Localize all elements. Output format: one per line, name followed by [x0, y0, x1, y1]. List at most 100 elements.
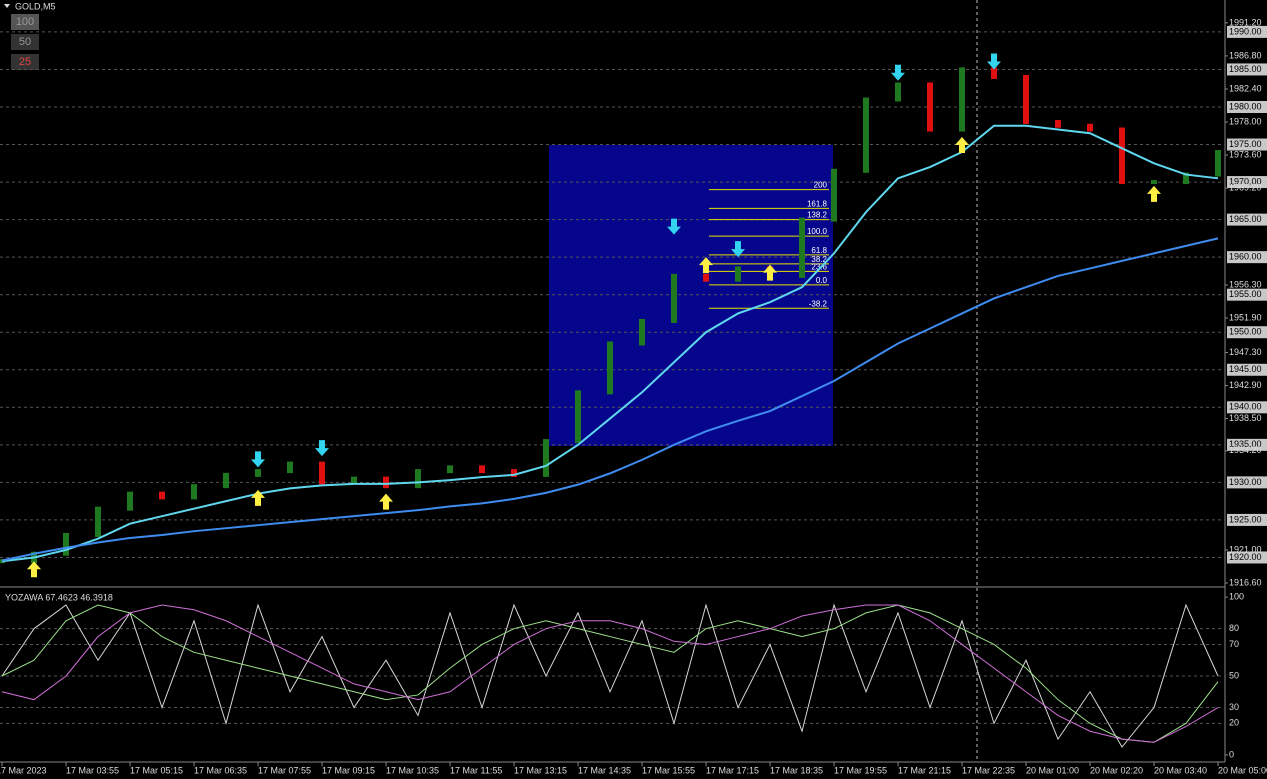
- price-bar: [607, 341, 613, 395]
- y-tick-label: 1956.30: [1229, 279, 1262, 289]
- price-label-box: [1227, 288, 1267, 301]
- zoom-button-label: 50: [19, 36, 31, 48]
- x-tick-label: 20 Mar 03:40: [1154, 765, 1207, 775]
- buy-arrow: [251, 489, 265, 506]
- price-bar: [415, 469, 421, 489]
- price-bar: [735, 266, 741, 282]
- menu-arrow[interactable]: [4, 4, 10, 8]
- price-bar: [63, 532, 69, 556]
- x-tick-label: 17 Mar 10:35: [386, 765, 439, 775]
- y-tick-label: 1935.00: [1229, 439, 1262, 449]
- x-tick-label: 17 Mar 2023: [0, 765, 47, 775]
- x-tick-label: 17 Mar 09:15: [322, 765, 375, 775]
- x-tick-label: 17 Mar 06:35: [194, 765, 247, 775]
- y-tick-label: 30: [1229, 702, 1239, 712]
- y-tick-label: 20: [1229, 718, 1239, 728]
- y-tick-label: 1973.60: [1229, 149, 1262, 159]
- fibo-label: 38.2: [811, 255, 827, 264]
- y-tick-label: 1982.40: [1229, 83, 1262, 93]
- price-bar: [447, 465, 453, 474]
- x-tick-label: 20 Mar 02:20: [1090, 765, 1143, 775]
- price-label-box: [1227, 551, 1267, 564]
- price-bar: [255, 469, 261, 477]
- price-label-box: [1227, 363, 1267, 376]
- price-bar: [223, 472, 229, 489]
- fibo-label: 161.8: [807, 199, 828, 208]
- price-bar: [1151, 180, 1157, 185]
- price-bar: [191, 484, 197, 500]
- y-tick-label: 1942.90: [1229, 380, 1262, 390]
- buy-arrow: [379, 493, 393, 510]
- price-bar: [319, 461, 325, 485]
- y-tick-label: 1930.00: [1229, 477, 1262, 487]
- sell-arrow: [891, 64, 905, 81]
- price-label-box: [1227, 438, 1267, 451]
- y-tick-label: 1960.00: [1229, 252, 1262, 262]
- price-label-box: [1227, 401, 1267, 414]
- y-tick-label: 1934.20: [1229, 445, 1262, 455]
- buy-arrow: [699, 257, 713, 274]
- symbol-label: GOLD,M5: [15, 1, 56, 11]
- price-bar: [639, 318, 645, 346]
- fibo-label: 138.2: [807, 211, 828, 220]
- price-bar: [959, 67, 965, 132]
- y-tick-label: 1925.00: [1229, 514, 1262, 524]
- x-tick-label: 17 Mar 11:55: [450, 765, 502, 775]
- price-label-box: [1227, 25, 1267, 38]
- price-bar: [95, 506, 101, 537]
- zoom-button-label: 100: [16, 16, 34, 28]
- price-bar: [799, 217, 805, 278]
- y-tick-label: 1921.00: [1229, 544, 1262, 554]
- zoom-button[interactable]: [11, 34, 39, 50]
- sell-arrow: [315, 440, 329, 457]
- y-tick-label: 1970.00: [1229, 176, 1262, 186]
- price-label-box: [1227, 138, 1267, 151]
- x-tick-label: 17 Mar 18:35: [770, 765, 823, 775]
- price-bar: [831, 168, 837, 222]
- price-label-box: [1227, 476, 1267, 489]
- oscillator-line: [1, 604, 1219, 743]
- price-bar: [927, 82, 933, 132]
- fibo-label: 61.8: [811, 246, 827, 255]
- y-tick-label: 1950.00: [1229, 327, 1262, 337]
- fibo-label: 200: [814, 181, 828, 190]
- price-bar: [511, 469, 517, 477]
- y-tick-label: 1947.30: [1229, 347, 1262, 357]
- y-tick-label: 1940.00: [1229, 402, 1262, 412]
- y-tick-label: 0: [1229, 749, 1234, 759]
- price-bar: [1055, 120, 1061, 128]
- price-label-box: [1227, 176, 1267, 189]
- buy-arrow: [1147, 185, 1161, 202]
- zoom-button[interactable]: [11, 54, 39, 70]
- fibo-label: -38.2: [809, 299, 828, 308]
- fibo-label: 23.6: [811, 263, 827, 272]
- y-tick-label: 50: [1229, 670, 1239, 680]
- price-label-box: [1227, 213, 1267, 226]
- y-tick-label: 1951.90: [1229, 312, 1262, 322]
- y-tick-label: 1985.00: [1229, 64, 1262, 74]
- price-bar: [383, 476, 389, 489]
- price-bar: [1087, 123, 1093, 132]
- buy-arrow: [763, 264, 777, 281]
- price-label-box: [1227, 63, 1267, 76]
- x-tick-label: 20 Mar 01:00: [1026, 765, 1079, 775]
- price-bar: [351, 476, 357, 485]
- price-bar: [1023, 74, 1029, 125]
- x-tick-label: 17 Mar 03:55: [66, 765, 119, 775]
- y-tick-label: 1969.20: [1229, 182, 1262, 192]
- price-bar: [127, 491, 133, 511]
- price-bar: [671, 273, 677, 323]
- oscillator-panel: YOZAWA 67.4623 46.3918 100 80 70 50 30 20 0 17 M…: [0, 591, 1267, 775]
- buy-arrow: [27, 561, 41, 578]
- moving-average: [1, 124, 1219, 563]
- price-bar: [1215, 150, 1221, 177]
- price-label-box: [1227, 326, 1267, 339]
- y-tick-label: 1938.50: [1229, 413, 1262, 423]
- y-tick-label: 1991.20: [1229, 17, 1262, 27]
- zoom-button[interactable]: [11, 14, 39, 30]
- fibo-label: 100.0: [807, 227, 828, 236]
- x-tick-label: 17 Mar 19:55: [834, 765, 887, 775]
- price-bar: [575, 390, 581, 444]
- sell-arrow: [667, 218, 681, 235]
